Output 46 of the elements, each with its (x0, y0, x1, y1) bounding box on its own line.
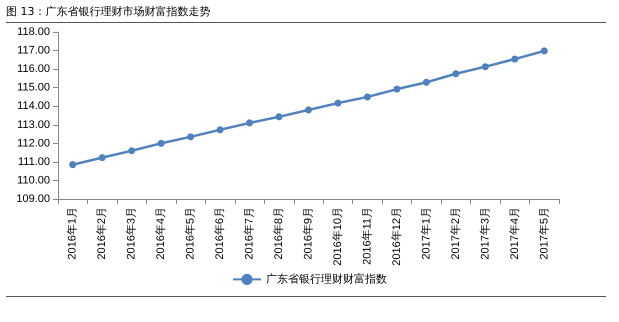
x-tick-label: 2016年5月 (184, 207, 197, 260)
point (511, 56, 518, 63)
y-tick-label: 118.00 (17, 26, 50, 38)
chart-title: 图 13：广东省银行理财市场财富指数走势 (6, 4, 606, 23)
y-tick-label: 115.00 (17, 82, 50, 94)
point (128, 147, 136, 154)
y-tick-label: 116.00 (17, 63, 50, 76)
point (393, 86, 400, 93)
x-tick-label: 2016年2月 (96, 207, 108, 260)
point (452, 70, 460, 78)
point (246, 119, 254, 126)
y-tick-label: 117.00 (17, 44, 50, 57)
point (364, 93, 371, 100)
point (422, 78, 430, 86)
x-tick-label: 2016年7月 (244, 207, 256, 260)
x-tick-label: 2017年4月 (508, 207, 521, 260)
x-tick-label: 2016年4月 (155, 207, 168, 260)
x-tick-label: 2017年5月 (538, 207, 550, 260)
point (158, 140, 165, 147)
point (276, 113, 283, 120)
x-tick-label: 2016年6月 (214, 207, 226, 260)
point (482, 63, 489, 70)
x-tick-label: 2016年12月 (390, 207, 403, 266)
x-tick-label: 2016年8月 (273, 207, 286, 260)
point (98, 154, 106, 162)
y-tick-label: 114.00 (17, 100, 50, 112)
point (187, 133, 194, 140)
x-tick-label: 2016年11月 (361, 207, 374, 265)
x-tick-label: 2017年3月 (479, 207, 492, 260)
y-tick-label: 111.00 (18, 156, 50, 168)
point (540, 47, 548, 54)
y-tick-label: 110.00 (17, 174, 50, 186)
legend-label: 广东省银行理财财富指数 (266, 272, 387, 286)
x-tick-label: 2017年2月 (450, 207, 462, 260)
point (69, 161, 76, 168)
point (216, 126, 224, 134)
x-tick-label: 2016年9月 (302, 207, 314, 260)
y-tick-label: 109.00 (16, 193, 50, 205)
point (334, 100, 342, 107)
y-tick-label: 112.00 (17, 137, 50, 150)
x-tick-label: 2016年1月 (66, 207, 79, 260)
x-tick-label: 2016年10月 (332, 207, 344, 266)
y-tick-label: 113.00 (17, 118, 50, 131)
point (305, 106, 312, 114)
x-tick-label: 2016年3月 (126, 207, 138, 260)
x-tick-label: 2017年1月 (420, 207, 432, 260)
